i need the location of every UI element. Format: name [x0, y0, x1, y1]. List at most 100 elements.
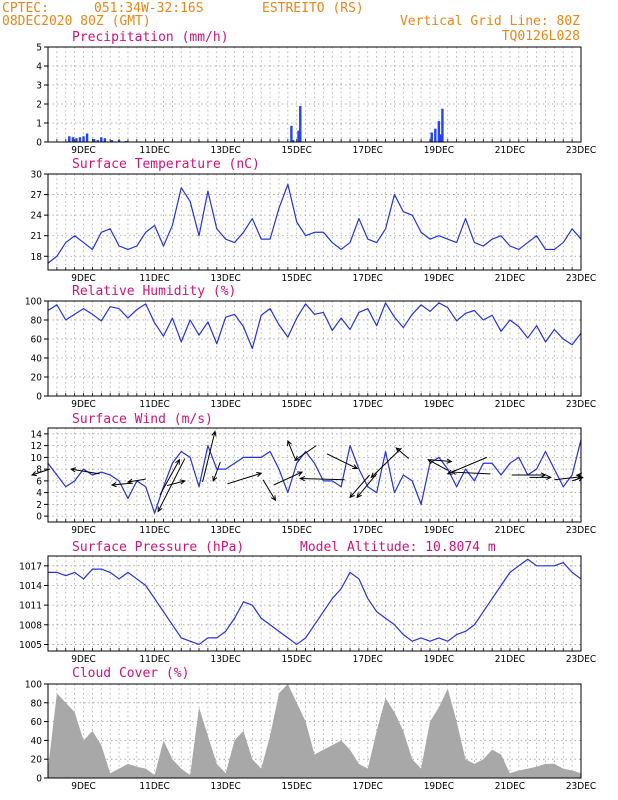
precip-bar [103, 138, 107, 142]
precipitation-ytick-label: 5 [36, 43, 42, 54]
wind-arrow-head [356, 492, 362, 499]
wind-arrow-head [446, 458, 453, 464]
wind-xtick-label: 11DEC [139, 525, 169, 536]
wind-xtick-label: 23DEC [566, 525, 596, 536]
precip-bar [75, 138, 78, 142]
wind-arrow-shaft [157, 458, 186, 512]
wind-arrow-head [294, 455, 300, 461]
wind-arrow-shaft [427, 459, 448, 471]
cloud-cover-panel: Cloud Cover (%) 0 20 40 60 80 100 9DEC 11DEC 13DE… [25, 666, 596, 792]
precipitation-xtick-label: 9DEC [71, 145, 96, 156]
humidity-frame [47, 300, 582, 397]
wind-arrow-shaft [262, 479, 276, 501]
precipitation-xtick-label: 17DEC [353, 145, 383, 156]
temperature-xtick-label: 19DEC [424, 273, 454, 284]
temperature-line [47, 183, 582, 264]
precip-bar [85, 133, 89, 142]
header-station: ESTREITO (RS) [262, 1, 364, 16]
wind-arrow-head [110, 481, 117, 488]
precip-bar [96, 140, 99, 142]
precipitation-ytick-label: 2 [36, 100, 42, 111]
precipitation-ytick-label: 4 [36, 62, 42, 73]
precipitation-frame [47, 46, 582, 143]
wind-arrow-head [427, 459, 434, 465]
pressure-ytick-label: 1011 [19, 601, 42, 612]
temperature-ytick-label: 27 [31, 190, 42, 201]
wind-arrow-head [211, 430, 217, 437]
precip-bar [434, 128, 437, 142]
wind-arrow-head [175, 458, 181, 465]
wind-arrow-head [349, 492, 355, 499]
pressure-ytick-label: 1008 [19, 620, 42, 631]
wind-arrow-shaft [356, 473, 378, 498]
pressure-xtick-label: 9DEC [71, 654, 96, 665]
humidity-panel: Relative Humidity (%) 0 20 40 60 80 100 9DEC 11D… [25, 284, 596, 410]
wind-arrow-shaft [273, 471, 303, 486]
wind-arrow-shaft [31, 468, 50, 476]
temperature-xtick-label: 11DEC [139, 273, 169, 284]
temperature-ytick-label: 21 [31, 231, 42, 242]
precip-bar [100, 137, 103, 142]
precip-bar [430, 132, 433, 142]
temperature-panel: Surface Temperature (nC) 18 21 24 27 30 9DEC 11… [31, 157, 597, 284]
wind-arrow-head [30, 471, 38, 477]
wind-ytick-label: 4 [36, 488, 42, 499]
precipitation-xtick-label: 21DEC [495, 145, 525, 156]
precip-bar [68, 136, 71, 142]
cloud-cover-xtick-label: 19DEC [424, 781, 454, 792]
cloud-cover-xtick-label: 21DEC [495, 781, 525, 792]
wind-ytick-label: 0 [36, 512, 42, 523]
temperature-xtick-label: 21DEC [495, 273, 525, 284]
header-code: TQ0126L028 [502, 29, 580, 44]
wind-arrow-shaft [326, 453, 358, 469]
temperature-xtick-label: 23DEC [566, 273, 596, 284]
wind-arrow-shaft [212, 461, 221, 482]
temperature-ytick-label: 24 [31, 211, 43, 222]
wind-arrow-shaft [395, 447, 409, 459]
humidity-ytick-label: 60 [31, 335, 43, 346]
wind-frame [47, 427, 582, 523]
wind-ytick-label: 12 [31, 441, 42, 452]
pressure-xtick-label: 13DEC [210, 654, 240, 665]
wind-arrow-shaft [371, 447, 402, 478]
precipitation-ytick-label: 1 [36, 119, 42, 130]
cloud-cover-xtick-label: 9DEC [71, 781, 96, 792]
cloud-cover-title: Cloud Cover (%) [72, 666, 189, 681]
cloud-cover-xtick-label: 13DEC [210, 781, 240, 792]
precipitation-title: Precipitation (mm/h) [72, 30, 229, 45]
precip-bar [441, 108, 444, 142]
precipitation-panel: Precipitation (mm/h) 0 1 2 3 4 5 9DEC 11DEC 13DEC… [36, 30, 596, 156]
wind-arrow-head [546, 474, 552, 480]
wind-xtick-label: 9DEC [71, 525, 96, 536]
wind-arrow-shaft [294, 445, 317, 461]
humidity-ytick-label: 0 [36, 392, 42, 403]
pressure-xtick-label: 15DEC [282, 654, 312, 665]
precipitation-ytick-label: 0 [36, 138, 42, 149]
wind-arrow-head [540, 472, 547, 478]
wind-xtick-label: 15DEC [282, 525, 312, 536]
header-source: CPTEC: [2, 1, 49, 16]
wind-ytick-label: 10 [31, 453, 43, 464]
temperature-title: Surface Temperature (nC) [72, 157, 260, 172]
precip-bar [92, 139, 96, 142]
humidity-xtick-label: 23DEC [566, 399, 596, 410]
humidity-ytick-label: 80 [31, 316, 43, 327]
pressure-line [48, 558, 582, 646]
humidity-ytick-label: 40 [31, 354, 43, 365]
wind-arrow-head [577, 476, 584, 482]
precipitation-xtick-label: 23DEC [566, 145, 596, 156]
temperature-ytick-label: 18 [31, 252, 43, 263]
temperature-ytick-label: 30 [31, 170, 43, 181]
precip-bar [299, 105, 302, 142]
wind-xtick-label: 21DEC [495, 525, 525, 536]
wind-arrow-head [212, 475, 218, 482]
humidity-xtick-label: 11DEC [139, 399, 169, 410]
precip-bar [290, 125, 293, 142]
model-altitude: Model Altitude: 10.8074 m [300, 540, 496, 555]
wind-ytick-label: 6 [36, 476, 42, 487]
cloud-cover-xtick-label: 17DEC [353, 781, 383, 792]
cloud-cover-xtick-label: 11DEC [139, 781, 169, 792]
wind-arrow-shaft [202, 431, 216, 483]
header-coords: 051:34W-32:16S [94, 1, 204, 16]
wind-arrow-head [576, 472, 583, 478]
